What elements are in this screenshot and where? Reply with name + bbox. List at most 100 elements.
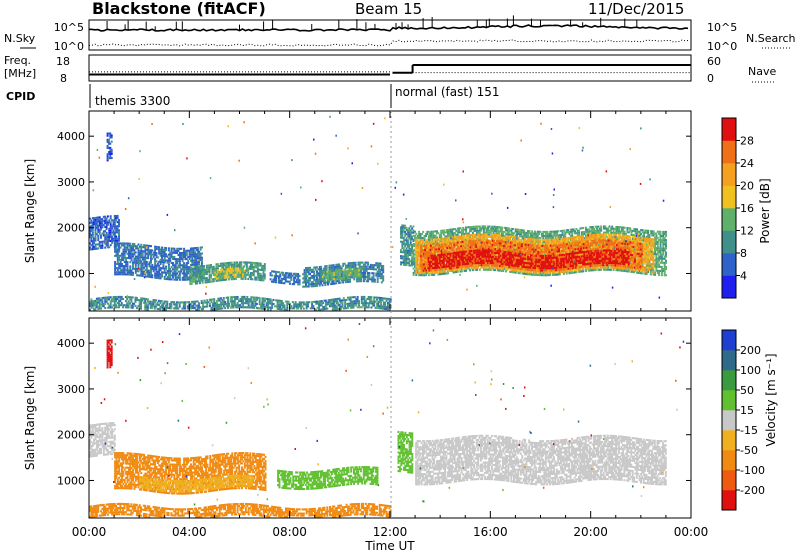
scatter-cell — [201, 275, 204, 278]
scatter-cell — [228, 278, 230, 281]
scatter-cell — [242, 273, 244, 276]
scatter-cell — [198, 263, 201, 266]
scatter-cell — [255, 298, 258, 301]
scatter-cell — [148, 275, 151, 278]
scatter-cell — [136, 257, 139, 260]
scatter-cell — [167, 261, 170, 264]
scatter-cell — [462, 226, 465, 229]
scatter-cell — [240, 261, 243, 264]
scatter-cell — [129, 257, 132, 260]
scatter-cell — [242, 275, 244, 278]
scatter-cell — [161, 246, 163, 249]
scatter-cell — [404, 245, 407, 248]
scatter-cell — [166, 304, 169, 307]
scatter-cell — [155, 245, 158, 248]
scatter-cell — [245, 261, 248, 264]
scatter-cell — [163, 253, 166, 256]
scatter-cell — [118, 239, 120, 242]
scatter-cell — [228, 272, 231, 275]
scatter-cell — [151, 276, 154, 279]
scatter-cell — [243, 265, 246, 268]
scatter-cell — [201, 277, 204, 280]
scatter-cell — [210, 276, 212, 279]
scatter-cell — [420, 233, 423, 236]
scatter-cell — [98, 222, 101, 225]
scatter-cell — [412, 267, 415, 270]
scatter-cell — [137, 270, 140, 273]
scatter-cell — [269, 298, 272, 301]
scatter-cell — [161, 275, 163, 278]
scatter-cell — [307, 281, 310, 284]
scatter-cell — [159, 275, 162, 278]
scatter-cell — [522, 229, 525, 232]
scatter-cell — [90, 236, 93, 239]
scatter-cell — [163, 302, 166, 305]
scatter-cell — [316, 266, 318, 269]
scatter-cell — [196, 261, 199, 264]
scatter-cell — [126, 273, 129, 276]
scatter-cell — [194, 251, 197, 254]
scatter-cell — [215, 302, 218, 305]
scatter-cell — [190, 264, 192, 267]
scatter-cell — [338, 303, 341, 306]
scatter-cell — [105, 238, 108, 241]
scatter-cell — [121, 254, 123, 257]
scatter-cell — [343, 262, 346, 265]
scatter-cell — [119, 269, 122, 272]
scatter-cell — [136, 270, 139, 273]
scatter-cell — [221, 277, 224, 280]
scatter-cell — [309, 266, 312, 269]
scatter-cell — [204, 271, 207, 274]
scatter-cell — [242, 304, 245, 307]
scatter-cell — [232, 269, 235, 272]
scatter-cell — [155, 299, 158, 302]
scatter-cell — [377, 302, 380, 305]
scatter-cell — [112, 233, 115, 236]
scatter-cell — [172, 257, 174, 260]
scatter-cell — [94, 221, 97, 224]
scatter-cell — [442, 233, 445, 236]
scatter-cell — [155, 264, 158, 267]
scatter-cell — [151, 265, 154, 268]
scatter-cell — [376, 298, 378, 301]
scatter-cell — [505, 270, 507, 273]
scatter-cell — [191, 261, 194, 264]
scatter-cell — [364, 263, 367, 266]
scatter-cell — [94, 223, 97, 226]
scatter-cell — [231, 267, 233, 270]
scatter-cell — [196, 265, 199, 268]
scatter-cell — [192, 278, 195, 281]
scatter-cell — [295, 279, 298, 282]
scatter-cell — [98, 220, 101, 223]
scatter-cell — [267, 308, 269, 311]
scatter-cell — [176, 266, 179, 269]
scatter-cell — [105, 234, 108, 237]
scatter-cell — [190, 280, 193, 283]
scatter-cell — [129, 271, 132, 274]
scatter-cell — [196, 255, 199, 258]
scatter-cell — [261, 264, 264, 267]
scatter-cell — [364, 278, 367, 281]
scatter-cell — [176, 278, 179, 281]
scatter-cell — [290, 272, 293, 275]
scatter-cell — [511, 228, 514, 231]
scatter-cell — [320, 267, 323, 270]
scatter-cell — [222, 297, 225, 300]
scatter-cell — [224, 276, 227, 279]
scatter-cell — [320, 282, 323, 285]
scatter-cell — [97, 230, 100, 233]
scatter-cell — [106, 223, 109, 226]
scatter-cell — [90, 233, 93, 236]
scatter-cell — [215, 267, 218, 270]
scatter-cell — [454, 228, 456, 231]
scatter-cell — [206, 305, 209, 308]
scatter-cell — [201, 246, 203, 249]
scatter-cell — [158, 266, 161, 269]
scatter-cell — [184, 268, 187, 271]
scatter-cell — [287, 276, 290, 279]
scatter-cell — [126, 265, 129, 268]
scatter-cell — [188, 266, 191, 269]
scatter-cell — [188, 251, 191, 254]
scatter-cell — [354, 263, 357, 266]
scatter-cell — [372, 272, 375, 275]
